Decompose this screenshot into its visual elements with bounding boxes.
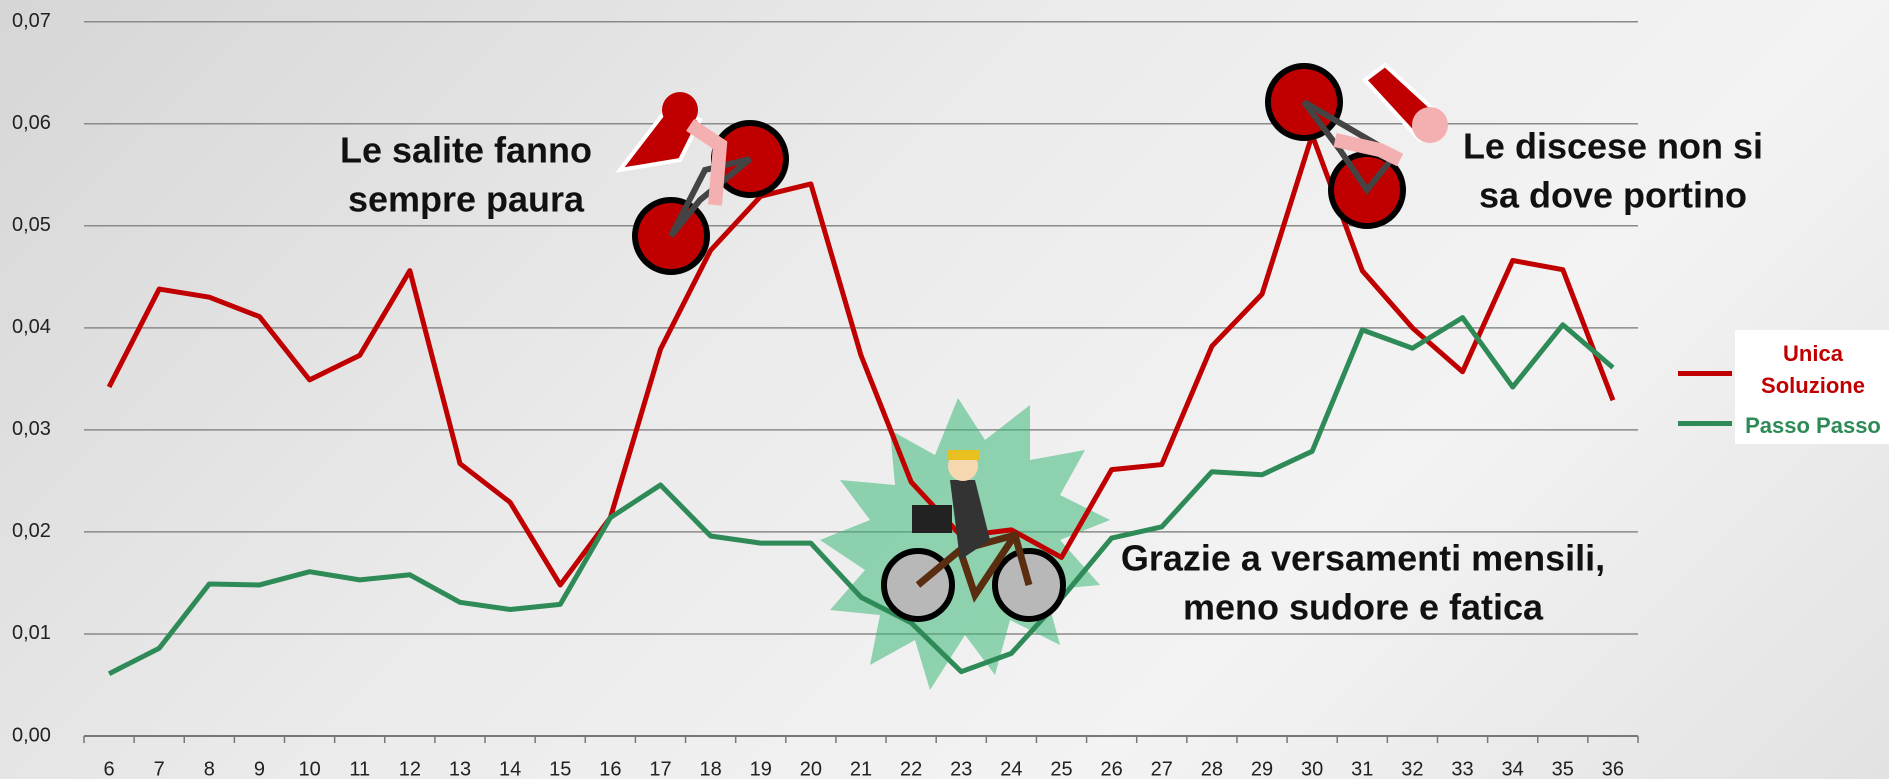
x-tick-label: 25 — [1050, 758, 1072, 779]
legend: Unica Soluzione Passo Passo — [1678, 330, 1889, 444]
x-tick-label: 29 — [1251, 758, 1273, 779]
legend-swatch — [1678, 421, 1732, 426]
annotation: sa dove portino — [1479, 175, 1747, 216]
x-tick-label: 36 — [1602, 758, 1624, 779]
x-tick-label: 35 — [1552, 758, 1574, 779]
x-tick-label: 7 — [154, 758, 165, 779]
x-tick-label: 32 — [1401, 758, 1423, 779]
annotation: meno sudore e fatica — [1183, 587, 1544, 628]
x-tick-label: 28 — [1201, 758, 1223, 779]
x-tick-label: 23 — [950, 758, 972, 779]
y-tick-label: 0,01 — [12, 622, 51, 644]
y-tick-label: 0,05 — [12, 214, 51, 236]
line-series — [107, 315, 1615, 676]
x-tick-label: 33 — [1451, 758, 1473, 779]
annotation: Le discese non si — [1463, 126, 1763, 167]
x-tick-label: 34 — [1502, 758, 1524, 779]
x-tick-label: 8 — [204, 758, 215, 779]
x-tick-label: 27 — [1151, 758, 1173, 779]
x-tick-label: 20 — [800, 758, 822, 779]
annotation: sempre paura — [348, 179, 585, 220]
x-tick-label: 30 — [1301, 758, 1323, 779]
x-tick-label: 11 — [349, 758, 370, 779]
x-tick-label: 12 — [399, 758, 421, 779]
x-tick-label: 21 — [850, 758, 872, 779]
x-tick-label: 17 — [649, 758, 671, 779]
y-tick-label: 0,04 — [12, 316, 51, 338]
legend-box — [1735, 330, 1889, 444]
y-tick-label: 0,07 — [12, 10, 51, 32]
cyclist-3 — [881, 450, 1066, 622]
x-tick-label: 15 — [549, 758, 571, 779]
annotation: Grazie a versamenti mensili, — [1121, 538, 1605, 579]
x-tick-label: 10 — [298, 758, 320, 779]
x-tick-label: 18 — [699, 758, 721, 779]
x-tick-label: 14 — [499, 758, 521, 779]
x-tick-label: 13 — [449, 758, 471, 779]
x-tick-label: 16 — [599, 758, 621, 779]
y-tick-label: 0,06 — [12, 112, 51, 134]
legend-label: Unica Soluzione — [1761, 341, 1865, 398]
y-tick-label: 0,00 — [12, 724, 51, 746]
x-tick-label: 22 — [900, 758, 922, 779]
legend-label: Passo Passo — [1745, 413, 1881, 438]
x-tick-label: 9 — [254, 758, 265, 779]
x-tick-label: 31 — [1351, 758, 1373, 779]
x-tick-label: 19 — [750, 758, 772, 779]
x-tick-label: 26 — [1101, 758, 1123, 779]
y-tick-label: 0,02 — [12, 520, 51, 542]
x-tick-label: 6 — [104, 758, 115, 779]
cyclist-1 — [615, 92, 789, 275]
y-tick-label: 0,03 — [12, 418, 51, 440]
line-series — [106, 132, 1616, 588]
annotation: Le salite fanno — [340, 130, 592, 171]
cyclist-2 — [1265, 62, 1449, 229]
x-tick-label: 24 — [1000, 758, 1022, 779]
legend-swatch — [1678, 371, 1732, 376]
